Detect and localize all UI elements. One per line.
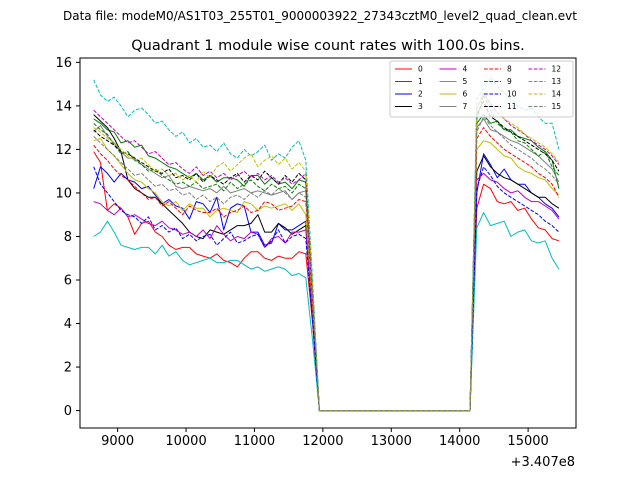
y-tick-label: 8: [64, 230, 72, 245]
y-tick-label: 12: [55, 143, 72, 158]
x-tick-label: 11000: [234, 434, 275, 449]
x-tick-label: 15000: [507, 434, 548, 449]
legend-label-3: 3: [418, 102, 423, 111]
series-line-15: [93, 116, 560, 412]
x-tick-label: 10000: [165, 434, 206, 449]
chart-title: Quadrant 1 module wise count rates with …: [131, 38, 525, 54]
suptitle: Data file: modeM0/AS1T03_255T01_90000039…: [63, 9, 577, 23]
legend-label-5: 5: [463, 77, 468, 86]
legend-label-11: 11: [507, 102, 517, 111]
legend-label-1: 1: [418, 77, 423, 86]
x-tick-label: 12000: [302, 434, 343, 449]
legend-label-15: 15: [552, 102, 562, 111]
legend-label-4: 4: [463, 65, 468, 74]
axis-layer: 9000 10000 11000 12000 13000 14000 15000 0 2 4 6 8 1…: [55, 56, 548, 449]
legend-label-2: 2: [418, 90, 423, 99]
legend-box: [389, 60, 574, 118]
x-tick-label: 14000: [439, 434, 480, 449]
legend-label-12: 12: [552, 65, 562, 74]
y-tick-label: 2: [64, 361, 72, 376]
x-tick-label: 9000: [101, 434, 134, 449]
x-offset-label: +3.407e8: [511, 455, 575, 470]
y-tick-label: 4: [64, 317, 72, 332]
legend-label-6: 6: [463, 90, 468, 99]
legend-label-7: 7: [463, 102, 468, 111]
y-tick-label: 14: [55, 99, 72, 114]
plot-frame: [79, 57, 577, 429]
legend-label-10: 10: [507, 90, 517, 99]
legend-label-13: 13: [552, 77, 562, 86]
y-tick-label: 16: [55, 56, 72, 71]
legend-label-0: 0: [418, 65, 423, 74]
legend-label-9: 9: [507, 77, 512, 86]
y-tick-label: 0: [64, 404, 72, 419]
x-tick-label: 13000: [371, 434, 412, 449]
y-tick-label: 10: [55, 186, 72, 201]
y-tick-label: 6: [64, 274, 72, 289]
legend-label-14: 14: [552, 90, 562, 99]
legend-label-8: 8: [507, 65, 512, 74]
